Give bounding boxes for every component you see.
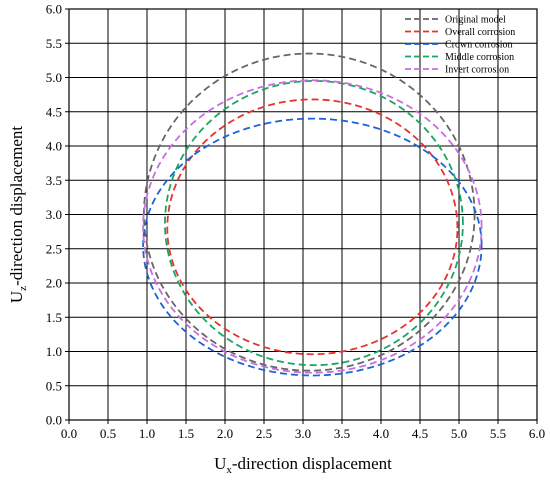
curves [142,52,483,377]
y-axis-title: Uz-direction displacement [7,126,29,303]
y-tick-label: 0.0 [46,413,62,428]
x-axis-title-rest: -direction displacement [232,454,392,473]
x-axis-title: Ux-direction displacement [214,454,392,476]
x-tick-label: 3.0 [295,426,311,441]
y-tick-label: 6.0 [46,2,62,17]
y-tick-label: 5.5 [46,36,62,51]
x-tick-label: 3.5 [334,426,350,441]
legend-label: Middle corrosion [445,52,514,63]
y-tick-label: 4.0 [46,139,62,154]
series-curve-2 [166,98,459,356]
y-tick-label: 3.0 [46,207,62,222]
ticks: 0.0 0.5 1.0 1.5 2.0 2.5 3.0 3.5 4.0 4.5 5.0 5.5 6.0 0… [46,2,545,442]
y-tick-label: 1.5 [46,310,62,325]
y-axis-title-rest: -direction displacement [7,126,26,286]
series-curve-3 [142,117,483,377]
legend-label: Overall corrosion [445,27,515,38]
y-tick-label: 0.5 [46,378,62,393]
x-axis-title-subscript: x [226,464,232,476]
series-curve-5 [142,79,483,374]
x-tick-label: 5.0 [451,426,467,441]
y-tick-label: 5.0 [46,70,62,85]
legend-label: Invert corrosion [445,65,509,76]
x-tick-label: 2.5 [256,426,272,441]
series-curve-4 [164,80,464,367]
y-tick-label: 2.0 [46,276,62,291]
y-axis-title-main: U [7,291,26,303]
y-tick-label: 3.5 [46,173,62,188]
y-tick-label: 4.5 [46,104,62,119]
y-tick-label: 1.0 [46,344,62,359]
legend-label: Crown corrosion [445,40,513,51]
x-tick-label: 0.5 [100,426,116,441]
y-axis-title-subscript: z [17,286,29,291]
x-tick-label: 0.0 [61,426,77,441]
x-tick-label: 4.5 [412,426,428,441]
x-tick-label: 1.0 [139,426,155,441]
x-tick-label: 2.0 [217,426,233,441]
x-tick-label: 4.0 [373,426,389,441]
x-tick-label: 6.0 [529,426,545,441]
x-tick-label: 1.5 [178,426,194,441]
y-tick-label: 2.5 [46,241,62,256]
series-curve-1 [142,52,476,372]
x-axis-title-main: U [214,454,226,473]
x-tick-label: 5.5 [490,426,506,441]
legend-label: Original model [445,15,506,26]
